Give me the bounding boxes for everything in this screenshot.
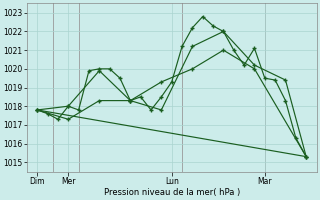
X-axis label: Pression niveau de la mer( hPa ): Pression niveau de la mer( hPa ) xyxy=(104,188,240,197)
